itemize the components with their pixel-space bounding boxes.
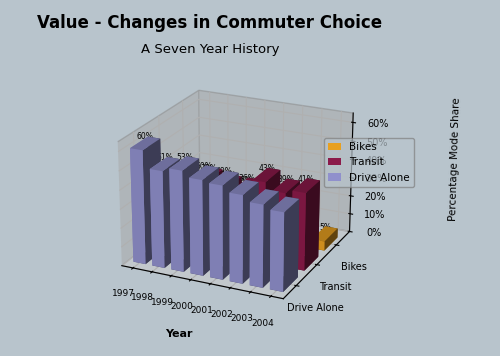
Legend: Bikes, Transit, Drive Alone: Bikes, Transit, Drive Alone — [324, 138, 414, 187]
Text: A Seven Year History: A Seven Year History — [141, 43, 279, 56]
Text: Value - Changes in Commuter Choice: Value - Changes in Commuter Choice — [38, 14, 383, 32]
X-axis label: Year: Year — [166, 329, 193, 339]
